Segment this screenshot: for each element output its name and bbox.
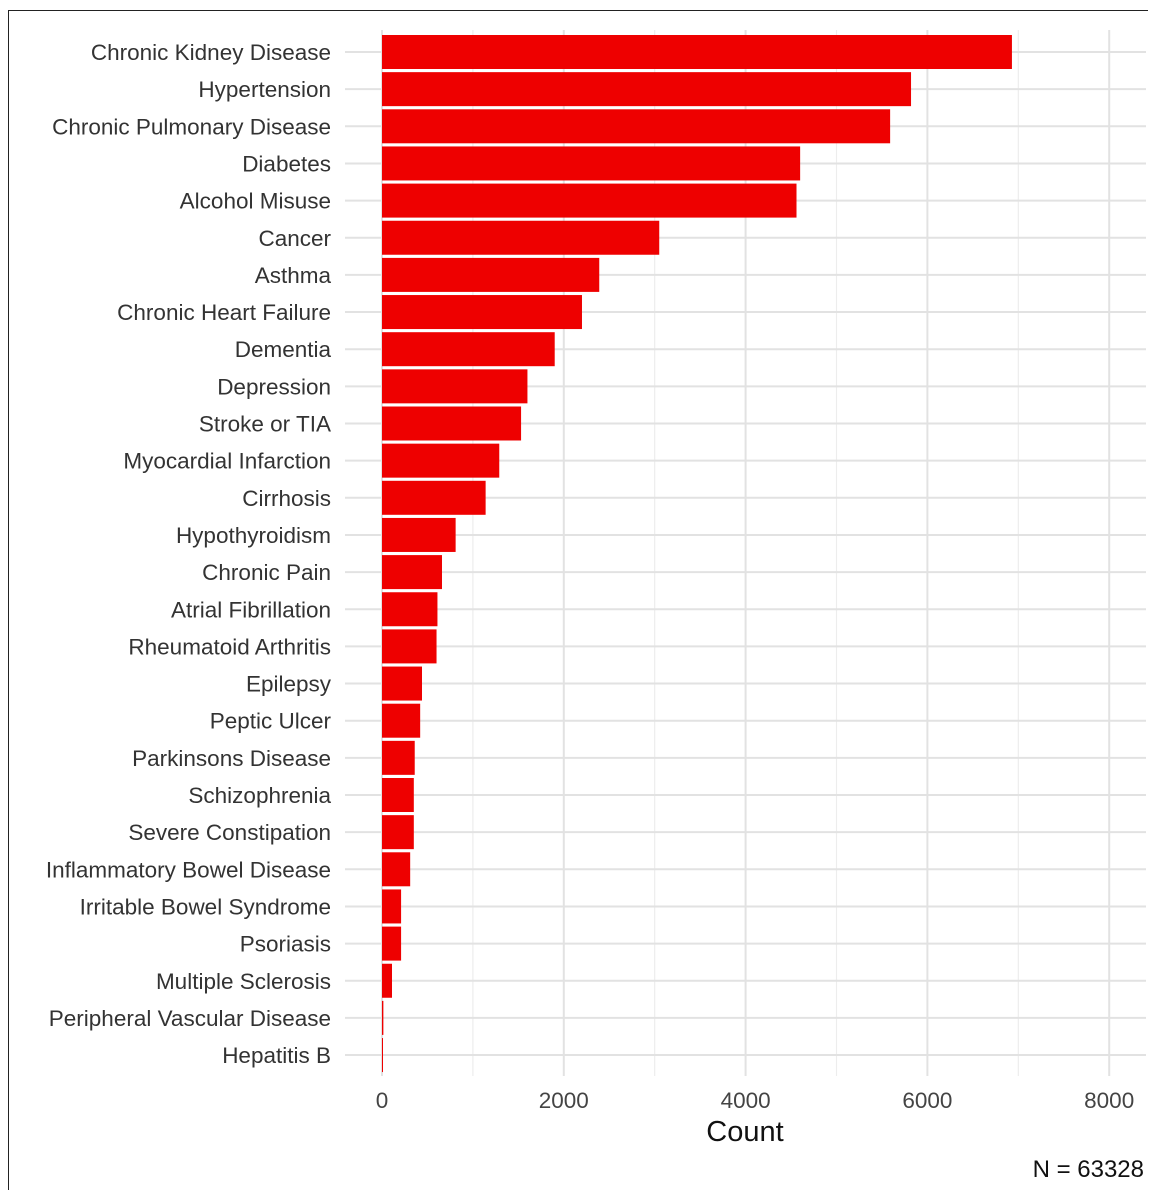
y-tick-label: Rheumatoid Arthritis <box>128 634 331 659</box>
y-tick-label: Severe Constipation <box>128 820 331 845</box>
bar <box>382 592 438 627</box>
y-tick-label: Depression <box>217 374 331 399</box>
bar <box>382 72 912 107</box>
y-tick-label: Chronic Pulmonary Disease <box>52 114 331 139</box>
bar <box>382 257 600 292</box>
bar <box>382 629 437 664</box>
y-tick-label: Parkinsons Disease <box>132 746 331 771</box>
y-tick-label: Schizophrenia <box>188 783 331 808</box>
x-tick-label: 0 <box>376 1088 389 1113</box>
bar <box>382 220 660 255</box>
bar <box>382 740 415 775</box>
bar <box>382 109 891 144</box>
y-tick-label: Myocardial Infarction <box>123 449 331 474</box>
y-tick-label: Diabetes <box>242 151 331 176</box>
y-tick-label: Asthma <box>255 263 332 288</box>
y-tick-label: Peripheral Vascular Disease <box>49 1006 331 1031</box>
bar <box>382 889 402 924</box>
bar <box>382 146 801 181</box>
bar <box>382 555 442 590</box>
bar <box>382 963 392 998</box>
bar <box>382 778 414 812</box>
bar <box>382 369 528 404</box>
y-tick-label: Cancer <box>258 226 331 251</box>
bar <box>382 703 421 738</box>
y-tick-label: Epilepsy <box>246 672 332 697</box>
bar <box>382 815 414 850</box>
x-axis-title: Count <box>706 1116 783 1148</box>
y-tick-label: Inflammatory Bowel Disease <box>46 857 331 882</box>
y-tick-label: Alcohol Misuse <box>180 189 331 214</box>
bar <box>382 1000 384 1035</box>
x-tick-label: 6000 <box>902 1088 952 1113</box>
y-tick-label: Irritable Bowel Syndrome <box>80 894 331 919</box>
y-tick-label: Stroke or TIA <box>199 412 331 437</box>
y-tick-label: Psoriasis <box>240 932 331 957</box>
bar <box>382 332 555 367</box>
bar <box>382 1038 383 1073</box>
x-tick-label: 8000 <box>1084 1088 1134 1113</box>
x-tick-label: 2000 <box>539 1088 589 1113</box>
bar <box>382 35 1012 69</box>
bar <box>382 183 797 218</box>
sample-size-annotation: N = 63328 <box>1032 1156 1144 1183</box>
bar <box>382 926 402 961</box>
y-tick-label: Hypertension <box>198 77 331 102</box>
y-tick-label: Hypothyroidism <box>176 523 331 548</box>
y-tick-label: Chronic Heart Failure <box>117 300 331 325</box>
y-tick-label: Peptic Ulcer <box>210 709 332 734</box>
chart-frame <box>8 10 1148 1190</box>
bar <box>382 666 422 701</box>
y-tick-label: Atrial Fibrillation <box>171 597 331 622</box>
bar <box>382 406 522 441</box>
bar <box>382 517 456 552</box>
y-tick-label: Multiple Sclerosis <box>156 969 331 994</box>
y-tick-label: Chronic Kidney Disease <box>91 40 331 65</box>
bar <box>382 852 411 887</box>
bar <box>382 295 582 330</box>
bar <box>382 443 500 478</box>
y-tick-label: Hepatitis B <box>222 1043 331 1068</box>
y-tick-label: Chronic Pain <box>202 560 331 585</box>
y-tick-label: Dementia <box>235 337 332 362</box>
y-tick-label: Cirrhosis <box>242 486 331 511</box>
bar <box>382 480 486 515</box>
x-tick-label: 4000 <box>721 1088 771 1113</box>
